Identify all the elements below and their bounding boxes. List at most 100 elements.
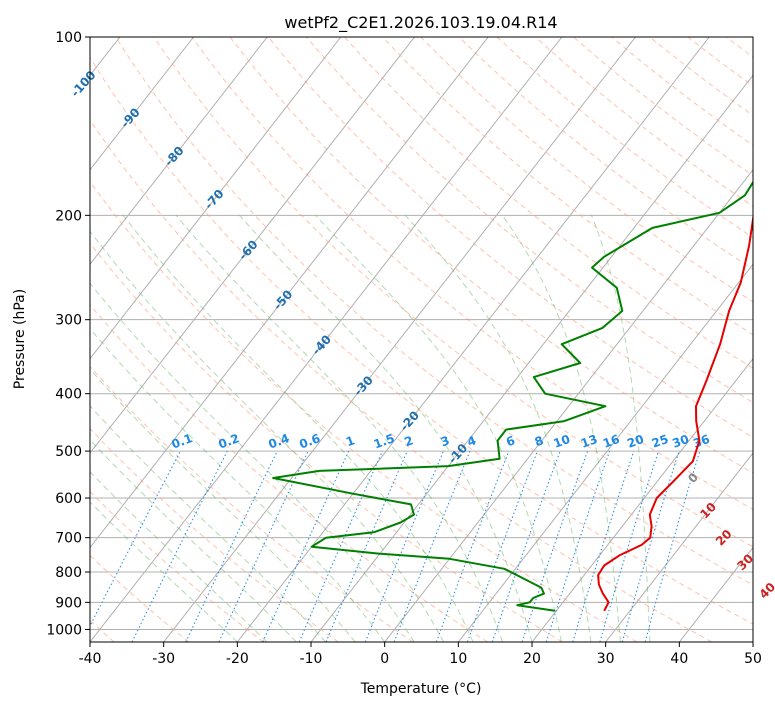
- mixing-ratio-line: [298, 450, 383, 642]
- mixing-ratio-label: 0.1: [170, 431, 195, 451]
- x-tick-label: -30: [152, 651, 175, 667]
- y-tick-label: 800: [55, 565, 82, 581]
- mixing-ratio-line: [491, 450, 561, 642]
- dry-adiabat-line: [90, 490, 264, 642]
- isotherm-line: [90, 37, 342, 360]
- moist-adiabat-line: [90, 405, 327, 642]
- mixing-ratio-line: [393, 450, 471, 642]
- dry-adiabat-line: [90, 119, 712, 642]
- moist-adiabat-line: [90, 439, 297, 642]
- mixing-ratio-line: [467, 450, 538, 642]
- moist-adiabat-line: [404, 214, 592, 642]
- y-tick-label: 100: [55, 30, 82, 46]
- dry-adiabat-line: [420, 37, 753, 303]
- x-axis-label: Temperature (°C): [360, 681, 482, 697]
- mixing-ratio-label: 0.4: [267, 431, 292, 451]
- x-tick-label: 40: [670, 651, 688, 667]
- isotherm-line: [163, 37, 636, 642]
- dry-adiabat-line: [573, 37, 753, 177]
- mixing-ratio-label: 13: [579, 432, 599, 451]
- moist-adiabat-line: [90, 501, 238, 642]
- background-lines: [90, 37, 753, 642]
- dry-adiabat-line: [90, 303, 488, 642]
- mixing-ratio-label: 36: [691, 432, 711, 451]
- dry-adiabat-line: [90, 242, 563, 642]
- dry-adiabat-line: [90, 181, 638, 642]
- mixing-ratio-label: 2: [403, 433, 416, 449]
- dry-adiabat-line: [344, 37, 753, 369]
- temperature-profile-line: [597, 213, 753, 612]
- dry-adiabat-line: [229, 37, 753, 474]
- y-tick-label: 700: [55, 531, 82, 547]
- isotherm-label: -90: [118, 105, 143, 130]
- moist-adiabat-line: [175, 214, 503, 642]
- y-axis-label: Pressure (hPa): [12, 289, 28, 389]
- y-tick-label: 900: [55, 595, 82, 611]
- isotherm-line: [384, 168, 753, 642]
- isotherm-line: [752, 641, 753, 642]
- x-tick-label: 10: [449, 651, 467, 667]
- isotherm-label: -60: [236, 237, 261, 262]
- mixing-ratio-line: [262, 450, 350, 642]
- isotherm-line: [90, 37, 268, 266]
- mixing-ratio-line: [644, 450, 701, 642]
- mixing-ratio-line: [90, 450, 181, 628]
- mixing-ratio-line: [572, 450, 635, 642]
- isotherm-label: -30: [351, 373, 376, 398]
- dry-adiabat-line: [382, 37, 753, 336]
- mixing-ratio-line: [545, 450, 611, 642]
- dry-adiabat-line: [687, 37, 753, 87]
- isotherm-label: -100: [68, 68, 98, 100]
- theta-e-label: 20: [713, 527, 735, 549]
- mixing-ratio-line: [131, 450, 228, 642]
- theta-e-label: 40: [756, 580, 775, 602]
- isotherm-line: [531, 357, 753, 642]
- x-tick-label: 50: [744, 651, 762, 667]
- y-tick-label: 1000: [46, 622, 82, 638]
- isotherm-line: [90, 37, 489, 549]
- y-tick-label: 200: [55, 208, 82, 224]
- theta-e-label: 10: [697, 500, 719, 522]
- plot-frame: [89, 36, 754, 643]
- isotherm-line: [90, 37, 415, 454]
- mixing-ratio-label: 20: [625, 432, 645, 451]
- mixing-ratio-label: 25: [650, 432, 670, 451]
- x-tick-label: 30: [597, 651, 615, 667]
- moist-adiabat-line: [591, 215, 651, 642]
- dry-adiabat-line: [458, 37, 753, 271]
- mixing-ratio-label: 1: [344, 433, 357, 449]
- isopleth-labels: 0.1 0.2 0.4 0.6 1 1.5 2 3 4 6 8 10 13 16 20 25 30 36-100-…: [68, 68, 775, 601]
- axis-ticks: -40 -30 -20 -10 0 10 20 30 40 5010020030040050060…: [46, 30, 762, 667]
- isotherm-line: [310, 74, 753, 642]
- isotherm-label: -80: [162, 144, 187, 169]
- moist-adiabat-line: [90, 230, 445, 642]
- sounding-profiles: [272, 180, 753, 612]
- moist-adiabat-line: [90, 368, 356, 642]
- x-tick-label: 0: [380, 651, 389, 667]
- y-tick-label: 300: [55, 313, 82, 329]
- dry-adiabat-line: [90, 365, 414, 642]
- y-tick-label: 500: [55, 444, 82, 460]
- mixing-ratio-label: 16: [601, 432, 621, 451]
- y-tick-label: 400: [55, 387, 82, 403]
- moist-adiabat-line: [122, 214, 474, 642]
- moist-adiabat-line: [90, 471, 268, 642]
- mixing-ratio-label: 0.6: [297, 431, 322, 451]
- isotherm-line: [236, 37, 710, 642]
- dewpoint-profile-line: [272, 180, 753, 612]
- moist-adiabat-line: [501, 215, 621, 642]
- mixing-ratio-line: [621, 450, 680, 642]
- mixing-ratio-line: [521, 450, 588, 642]
- y-tick-label: 600: [55, 491, 82, 507]
- moist-adiabat-line: [90, 282, 415, 642]
- chart-title: wetPf2_C2E1.2026.103.19.04.R14: [284, 13, 557, 33]
- theta-e-label: 0: [685, 470, 701, 486]
- isotherm-label: -70: [202, 187, 227, 212]
- dry-adiabat-line: [153, 37, 753, 548]
- dry-adiabat-line: [90, 427, 339, 642]
- x-tick-label: 20: [523, 651, 541, 667]
- mixing-ratio-line: [599, 450, 659, 642]
- dry-adiabat-line: [115, 37, 753, 586]
- x-tick-label: -10: [300, 651, 323, 667]
- mixing-ratio-line: [218, 450, 309, 642]
